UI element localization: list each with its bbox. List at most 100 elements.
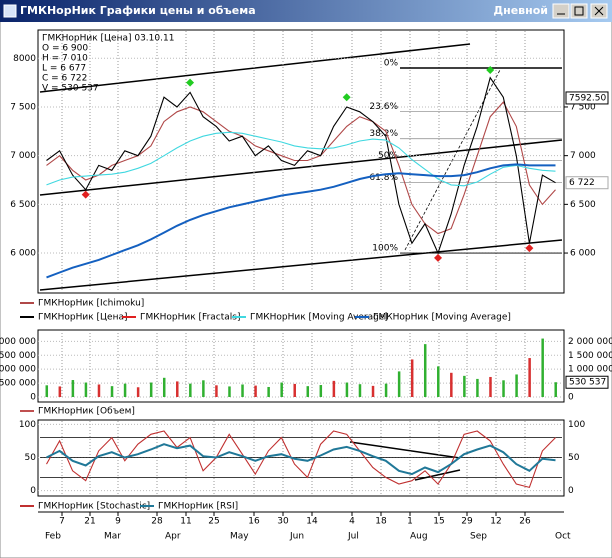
legend-label: ГМКНорНик [Moving Average] xyxy=(250,313,388,323)
maximize-button[interactable] xyxy=(570,3,588,19)
volume-bar xyxy=(463,375,466,397)
legend-label: ГМКНорНик [Moving Average] xyxy=(373,313,511,323)
x-month-label: Sep xyxy=(470,532,487,542)
series-line xyxy=(46,76,556,255)
volume-bar xyxy=(123,383,127,397)
volume-bar xyxy=(45,385,49,397)
volume-bar xyxy=(306,386,310,397)
info-text: V = 530 537 xyxy=(42,84,99,94)
fib-label: 100% xyxy=(372,244,398,254)
x-day-label: 4 xyxy=(349,517,355,527)
x-month-label: Apr xyxy=(165,532,181,542)
info-text: L = 6 677 xyxy=(42,64,86,74)
volume-bar xyxy=(110,386,114,397)
volume-bar xyxy=(97,384,101,397)
period[interactable]: Дневной xyxy=(493,4,548,17)
x-day-label: 28 xyxy=(151,517,163,527)
fib-label: 50% xyxy=(378,151,398,161)
volume-bar xyxy=(332,380,336,397)
volume-bar xyxy=(515,374,518,397)
fractal-marker xyxy=(525,244,534,253)
fractal-marker xyxy=(434,253,443,262)
volume-bar xyxy=(437,366,440,397)
x-day-label: 11 xyxy=(180,517,191,527)
y-tick-label: 0 xyxy=(30,393,36,403)
info-text: H = 7 010 xyxy=(42,54,88,64)
volume-bar xyxy=(371,385,375,397)
info-text: O = 6 900 xyxy=(42,44,88,54)
x-month-label: Mar xyxy=(104,532,121,542)
legend-label: ГМКНорНик [Stochastic] xyxy=(38,502,150,512)
volume-bar xyxy=(136,387,140,397)
y-tick-label: 1 000 000 xyxy=(0,365,36,375)
series-line xyxy=(46,430,556,489)
x-day-label: 18 xyxy=(375,517,387,527)
volume-bar xyxy=(254,385,257,397)
x-day-label: 7 xyxy=(59,517,65,527)
legend-label: ГМКНорНик [Объем] xyxy=(38,407,135,417)
volume-bar xyxy=(358,384,362,397)
volume-bar xyxy=(241,384,244,397)
fractal-marker xyxy=(342,93,351,102)
fractal-marker xyxy=(186,78,195,87)
volume-bar xyxy=(267,386,270,397)
x-day-label: 9 xyxy=(115,517,121,527)
x-day-label: 21 xyxy=(84,517,95,527)
last-value-box xyxy=(565,91,609,105)
window-buttons xyxy=(552,3,608,19)
y2-tick-label: 1 000 000 xyxy=(568,365,612,375)
volume-bar xyxy=(215,385,218,397)
x-month-label: Jun xyxy=(289,532,304,542)
title-bar xyxy=(0,0,612,22)
volume-bar xyxy=(384,383,388,397)
y-tick-label: 8000 xyxy=(13,54,36,64)
volume-bar xyxy=(410,359,414,397)
volume-bar xyxy=(476,378,479,397)
y2-tick-label: 6 500 xyxy=(570,200,596,210)
last-value-box xyxy=(565,176,609,190)
x-day-label: 1 xyxy=(407,517,413,527)
y-tick-label: 7 500 xyxy=(10,102,36,112)
volume-bar xyxy=(502,380,505,397)
x-month-label: Oct xyxy=(555,532,571,542)
fractal-marker xyxy=(486,65,495,74)
volume-bar xyxy=(58,386,62,397)
x-month-label: May xyxy=(230,532,249,542)
info-text: ГМКНорНик [Цена] 03.10.11 xyxy=(42,34,174,44)
y2-tick-label: 2 000 000 xyxy=(568,337,612,347)
volume-bar xyxy=(345,382,349,397)
fractal-marker xyxy=(81,190,90,199)
volume-panel xyxy=(37,329,565,403)
y-tick-label: 500 000 xyxy=(0,379,36,389)
x-month-label: Aug xyxy=(410,532,428,542)
y-tick-label: 2 000 000 xyxy=(0,337,36,347)
info-text: C = 6 722 xyxy=(42,74,87,84)
series-line xyxy=(46,163,556,279)
series-line xyxy=(46,443,556,476)
x-day-label: 12 xyxy=(490,517,501,527)
volume-bar xyxy=(528,358,531,397)
volume-bar xyxy=(450,372,453,397)
volume-bar xyxy=(189,383,192,397)
minimize-button[interactable] xyxy=(552,3,570,19)
x-day-label: 15 xyxy=(433,517,444,527)
y-tick-label: 6 000 xyxy=(10,249,36,259)
price-panel xyxy=(37,29,565,294)
volume-bar xyxy=(176,381,179,397)
x-month-label: Feb xyxy=(45,532,61,542)
y2-tick-label: 7 000 xyxy=(570,151,596,161)
fib-label: 61.8% xyxy=(369,173,398,183)
y2-tick-label: 0 xyxy=(568,393,574,403)
fib-label: 0% xyxy=(384,59,399,69)
x-day-label: 29 xyxy=(461,517,473,527)
y2-tick-label: 100 xyxy=(568,420,585,430)
y2-tick-label: 1 500 000 xyxy=(568,351,612,361)
x-day-label: 25 xyxy=(208,517,219,527)
trend-lines xyxy=(39,43,563,481)
last-value-label: 530 537 xyxy=(569,378,606,388)
series-line xyxy=(46,131,556,187)
volume-bar xyxy=(489,376,492,397)
volume-bar xyxy=(228,386,231,397)
y-tick-label: 7 000 xyxy=(10,151,36,161)
